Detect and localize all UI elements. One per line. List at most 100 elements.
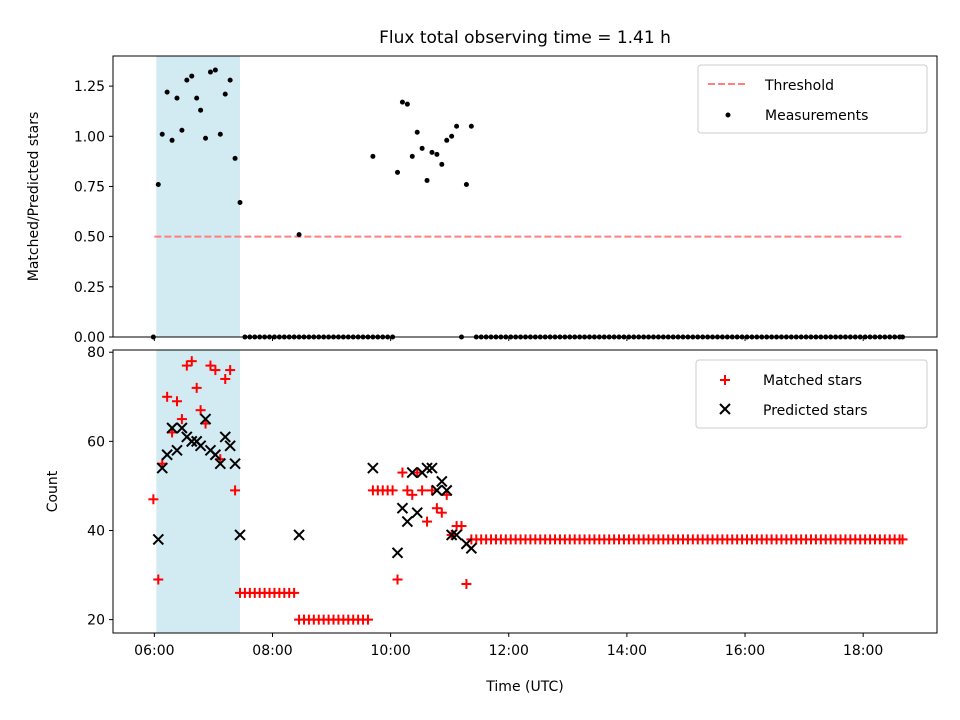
matched-star-point	[162, 391, 173, 402]
ratio-legend-box	[697, 64, 928, 134]
predicted-star-point	[224, 440, 236, 452]
count-points	[148, 356, 908, 625]
x-tick-label: 10:00	[370, 643, 410, 659]
y-tick-label: 1.00	[74, 129, 105, 145]
predicted-star-point	[156, 462, 168, 474]
count-panel-frame	[112, 349, 938, 634]
matched-star-point	[422, 516, 433, 527]
legend-plus-mark	[720, 375, 730, 385]
ratio-legend: Threshold Measurements	[697, 64, 928, 134]
legend-measurement-swatch	[725, 112, 731, 118]
predicted-star-point	[421, 462, 433, 474]
x-tick-label: 12:00	[489, 643, 529, 659]
measurement-point	[449, 133, 455, 139]
matched-star-point	[407, 489, 418, 500]
legend-matched-label: Matched stars	[763, 373, 862, 389]
y-tick-label: 1.25	[74, 79, 105, 95]
predicted-star-point	[465, 542, 478, 555]
count-legend: Matched stars Predicted stars	[695, 359, 928, 429]
predicted-star-point	[186, 435, 198, 448]
measurement-point	[424, 177, 430, 183]
predicted-star-point	[450, 529, 463, 541]
y-tick-label: 0.50	[74, 230, 105, 246]
predicted-star-point	[199, 413, 212, 425]
legend-measurement-label: Measurements	[765, 108, 868, 124]
measurement-point	[409, 153, 415, 159]
y-tick-label: 0.00	[74, 330, 105, 346]
matched-star-point	[186, 356, 197, 367]
predicted-star-point	[396, 502, 409, 514]
predicted-star-point	[445, 529, 458, 541]
observing-window-shade	[156, 56, 240, 337]
measurement-point	[237, 200, 243, 206]
y-tick-label: 20	[87, 613, 105, 629]
matched-star-point	[402, 485, 413, 496]
chart-title: Flux total observing time = 1.41 h	[379, 28, 671, 48]
x-tick-label: 08:00	[252, 643, 292, 659]
matched-star-point	[195, 405, 206, 416]
matched-star-point	[176, 414, 187, 425]
matched-star-point	[210, 365, 221, 376]
x-axis-label: Time (UTC)	[485, 679, 563, 695]
count-y-ticks: 20 40 60 80	[87, 345, 113, 629]
ratio-x-ticks	[153, 337, 864, 341]
predicted-star-point	[401, 515, 414, 528]
measurement-point	[444, 137, 450, 143]
matched-star-point	[417, 485, 428, 496]
measurement-point	[207, 69, 213, 75]
matched-star-point	[289, 587, 300, 598]
measurement-point	[222, 91, 228, 97]
matched-star-point	[181, 360, 192, 371]
matched-star-point	[230, 485, 241, 496]
ratio-panel: 0.00 0.25 0.50 0.75 1.00 1.25 Matched/Predict…	[26, 55, 938, 346]
x-tick-label: 14:00	[607, 643, 647, 659]
count-panel: 20 40 60 80 06:00 08:00 10:00 12:00 14:00 16:00 1…	[45, 345, 938, 695]
measurement-point	[414, 129, 420, 135]
predicted-star-point	[219, 431, 231, 443]
measurement-point	[194, 95, 200, 101]
measurement-point	[463, 181, 469, 187]
measurement-point	[296, 232, 302, 238]
matched-star-point	[431, 503, 442, 514]
measurement-point	[232, 155, 238, 161]
measurement-point	[155, 181, 161, 187]
y-tick-label: 0.75	[74, 179, 105, 195]
matched-star-point	[191, 382, 202, 393]
matched-star-point	[456, 521, 467, 532]
measurement-point	[468, 123, 474, 129]
measurement-point	[189, 73, 195, 79]
measurement-point	[227, 77, 233, 83]
measurement-point	[184, 77, 190, 83]
matched-star-point	[153, 574, 164, 585]
measurement-point	[419, 145, 425, 151]
observing-window-shade	[156, 350, 240, 633]
matched-star-point	[387, 485, 398, 496]
predicted-star-point	[431, 484, 443, 497]
measurement-point	[159, 131, 165, 137]
matched-star-point	[412, 467, 423, 478]
predicted-star-point	[171, 444, 183, 456]
measurement-point	[434, 151, 440, 157]
predicted-star-point	[441, 484, 453, 497]
measurement-point	[395, 169, 401, 175]
measurement-point	[179, 127, 185, 133]
matched-star-point	[225, 365, 236, 376]
matched-star-point	[426, 485, 437, 496]
matched-star-point	[220, 373, 231, 384]
predicted-star-point	[209, 449, 222, 461]
predicted-star-point	[194, 440, 207, 452]
y-tick-label: 40	[87, 523, 105, 539]
predicted-star-point	[161, 449, 173, 461]
measurement-point	[169, 137, 175, 143]
measurement-point	[198, 107, 204, 113]
measurement-point	[212, 67, 218, 73]
ratio-y-ticks: 0.00 0.25 0.50 0.75 1.00 1.25	[74, 79, 113, 346]
matched-star-point	[171, 396, 182, 407]
matched-star-point	[461, 578, 472, 589]
matched-star-point	[436, 507, 447, 518]
matched-star-point	[148, 494, 159, 505]
predicted-star-point	[152, 533, 164, 546]
measurement-point	[164, 89, 170, 95]
legend-predicted-swatch	[719, 403, 731, 415]
